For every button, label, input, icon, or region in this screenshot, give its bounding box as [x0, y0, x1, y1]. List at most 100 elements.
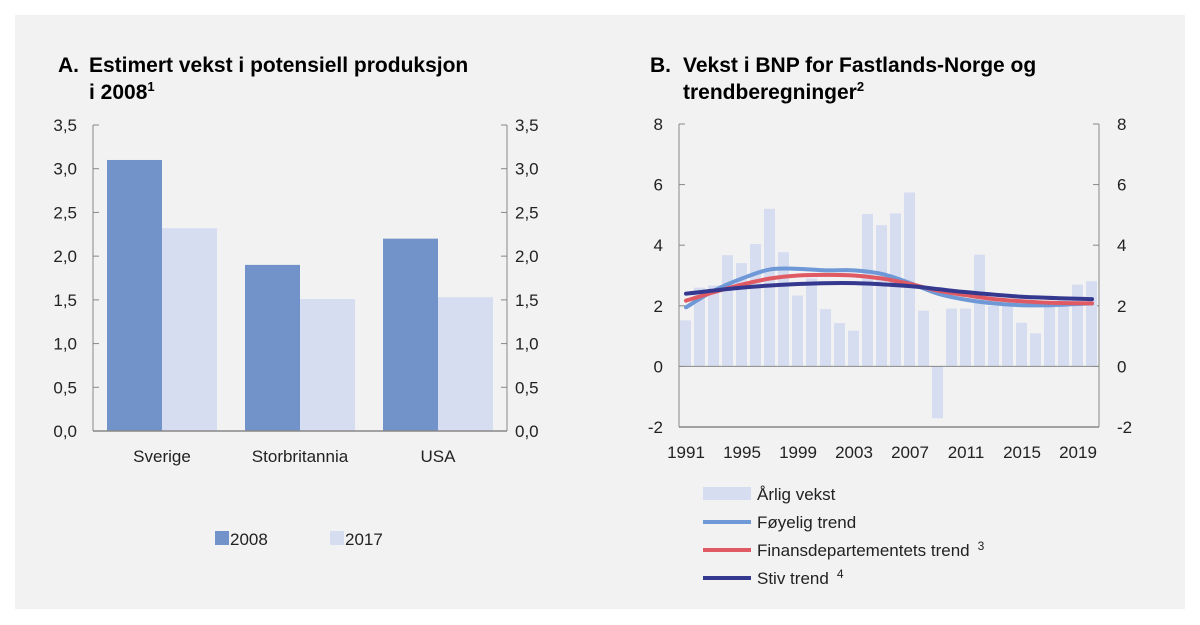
y-tick-label-right: 3,0: [515, 160, 539, 179]
bar-2014: [1002, 305, 1013, 367]
bar-2010: [946, 308, 957, 367]
chart-a-title-prefix: A.: [58, 54, 79, 77]
x-tick-label: Sverige: [133, 447, 191, 466]
legend-label: Finansdepartementets trend 3: [757, 539, 985, 560]
chart-a-title-line2: i 20081: [89, 79, 155, 104]
bar-2017: [1044, 305, 1055, 367]
chart-a-title-text: i 2008: [89, 81, 148, 104]
line-finansdepartementets-trend: [684, 272, 1094, 306]
legend-label: Stiv trend 4: [757, 567, 844, 588]
chart-b-title-text: trendberegninger: [683, 81, 857, 104]
bar-2008-storbritannia: [245, 264, 300, 431]
bar-2020: [1086, 281, 1097, 367]
legend-label: 2017: [345, 530, 383, 549]
y-tick-label-left: 3,5: [53, 116, 77, 135]
y-tick-label-right: 4: [1117, 236, 1126, 255]
x-tick-label: 1999: [779, 443, 817, 462]
y-tick-label-right: 3,5: [515, 116, 539, 135]
legend-label: 2008: [230, 530, 268, 549]
y-tick-label-left: 1,0: [53, 335, 77, 354]
bar-2001: [820, 309, 831, 367]
chart-b: -2 -2 0 0 2 2 4 4 6 6 8 8 1991 1995 1999 2003 2007 2011 20…: [648, 115, 1132, 588]
y-tick-label-left: 2,0: [53, 247, 77, 266]
x-tick-label: 1991: [667, 443, 705, 462]
y-tick-label-left: 4: [654, 236, 663, 255]
y-tick-label-left: 0,5: [53, 378, 77, 397]
legend-label: Føyelig trend: [757, 513, 856, 532]
bar-2013: [988, 305, 999, 367]
bar-2012: [974, 254, 985, 367]
y-tick-label-left: 6: [654, 176, 663, 195]
y-tick-label-left: 2: [654, 297, 663, 316]
x-tick-label: 2015: [1003, 443, 1041, 462]
y-tick-label-left: 0,0: [53, 422, 77, 441]
y-tick-label-right: 2,0: [515, 247, 539, 266]
bar-2006: [890, 213, 901, 367]
y-tick-label-right: 0,0: [515, 422, 539, 441]
y-tick-label-left: 1,5: [53, 291, 77, 310]
bar-2005: [876, 225, 887, 367]
bar-1996: [750, 243, 761, 367]
x-tick-label: Storbritannia: [252, 447, 349, 466]
bar-1992: [694, 287, 705, 367]
bar-2007: [904, 192, 915, 367]
x-tick-label: 2003: [835, 443, 873, 462]
chart-b-title-sup: 2: [857, 79, 864, 94]
x-tick-label: 2019: [1059, 443, 1097, 462]
bar-1993: [708, 285, 719, 367]
y-tick-label-right: 0,5: [515, 378, 539, 397]
y-tick-label-left: 8: [654, 115, 663, 134]
x-tick-label: 1995: [723, 443, 761, 462]
line-stiv-trend: [684, 280, 1094, 302]
chart-b-title-line2: trendberegninger2: [683, 79, 864, 104]
x-tick-label: 2007: [891, 443, 929, 462]
chart-a-title-sup: 1: [147, 79, 154, 94]
bar-1999: [792, 295, 803, 367]
legend-swatch-2017: [330, 531, 344, 545]
bar-2008-sverige: [107, 159, 162, 431]
bar-2003: [848, 330, 859, 367]
y-tick-label-right: 6: [1117, 176, 1126, 195]
legend-label-text: Stiv trend: [757, 569, 829, 588]
legend-label: Årlig vekst: [757, 485, 836, 504]
y-tick-label-left: 3,0: [53, 160, 77, 179]
chart-b-title-prefix: B.: [650, 54, 671, 77]
bar-2009: [932, 366, 943, 419]
y-tick-label-left: -2: [648, 418, 663, 437]
y-tick-label-left: 0: [654, 357, 663, 376]
y-tick-label-right: 8: [1117, 115, 1126, 134]
bar-2000: [806, 278, 817, 367]
bar-1998: [778, 252, 789, 367]
bar-2017-sverige: [162, 228, 217, 431]
bar-2011: [960, 308, 971, 367]
bar-1991: [680, 320, 691, 367]
bar-2017-usa: [438, 297, 493, 431]
bar-1997: [764, 208, 775, 367]
line-føyelig-trend: [684, 266, 1094, 310]
chart-a: 0,0 0,0 0,5 0,5 1,0 1,0 1,5 1,5 2,0 2,0 2,5 2,5 3,0 3…: [53, 116, 538, 549]
y-tick-label-right: 1,0: [515, 335, 539, 354]
legend-label-sup: 3: [978, 539, 985, 553]
legend-label-text: Føyelig trend: [757, 513, 856, 532]
bar-2008: [918, 310, 929, 367]
bar-2018: [1058, 299, 1069, 367]
legend-label-text: Finansdepartementets trend: [757, 541, 970, 560]
bar-1995: [736, 263, 747, 367]
bar-2017-storbritannia: [300, 298, 355, 431]
legend-swatch-arlig-vekst: [703, 487, 751, 500]
y-tick-label-right: 1,5: [515, 291, 539, 310]
y-tick-label-left: 2,5: [53, 203, 77, 222]
bar-1994: [722, 255, 733, 367]
bar-2016: [1030, 333, 1041, 367]
chart-b-title-line1: Vekst i BNP for Fastlands-Norge og: [683, 54, 1036, 77]
bar-2008-usa: [383, 238, 438, 431]
y-tick-label-right: -2: [1117, 418, 1132, 437]
bar-2004: [862, 213, 873, 367]
bar-2015: [1016, 322, 1027, 367]
legend-swatch-2008: [215, 531, 229, 545]
y-tick-label-right: 0: [1117, 357, 1126, 376]
legend-label-sup: 4: [837, 567, 844, 581]
y-tick-label-right: 2: [1117, 297, 1126, 316]
x-tick-label: USA: [421, 447, 457, 466]
